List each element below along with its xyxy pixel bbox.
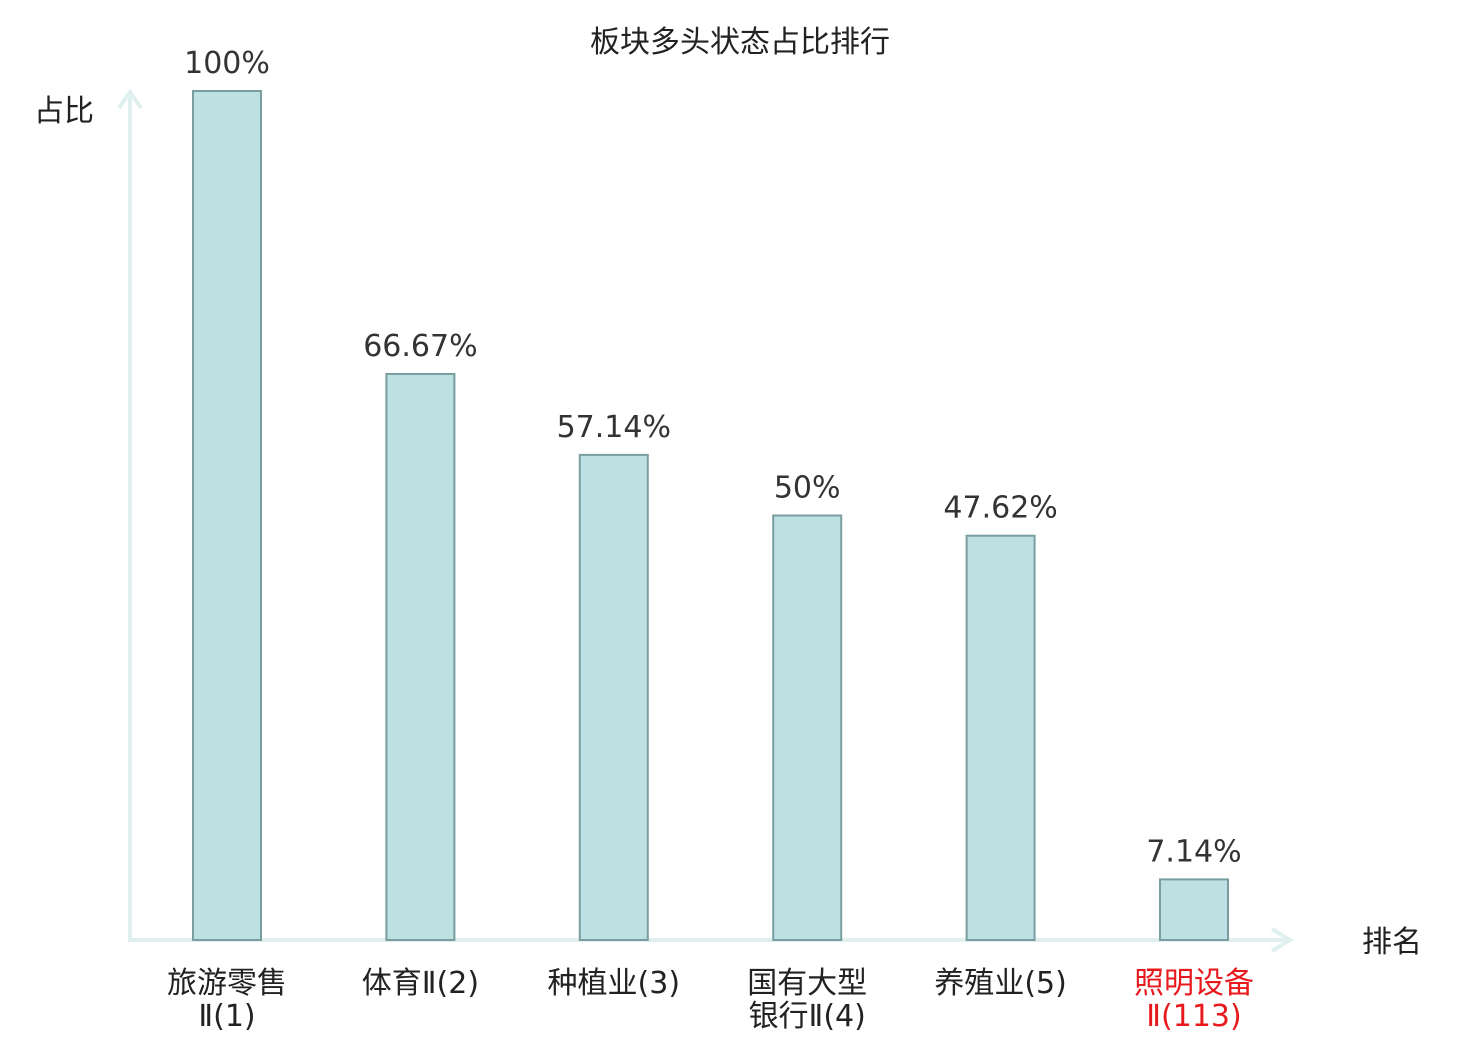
x-axis-arrow (1270, 927, 1294, 953)
category-labels: 旅游零售 Ⅱ(1) 体育Ⅱ(2) 种植业(3) 国有大型银行Ⅱ(4) 养殖业(5) 照明设备… (167, 966, 1254, 1034)
x-tick-label-line: 体育Ⅱ(2) (362, 966, 479, 1001)
data-label: 50% (774, 471, 841, 506)
x-tick-label: 照明设备 Ⅱ(113) (1134, 966, 1254, 1034)
x-tick-label: 种植业(3) (548, 966, 681, 1001)
x-tick-label-line: Ⅱ(1) (198, 999, 255, 1034)
x-tick-label: 养殖业(5) (934, 966, 1067, 1001)
x-tick-label-line: 养殖业(5) (934, 966, 1067, 1001)
data-label: 100% (184, 46, 270, 81)
y-axis-label: 占比 (34, 94, 94, 129)
bars (192, 90, 1229, 942)
x-axis-label: 排名 (1362, 925, 1422, 960)
bar (965, 534, 1036, 941)
x-tick-label-line: 国有大型 (747, 966, 867, 1001)
data-label: 7.14% (1146, 834, 1241, 869)
bar (1159, 878, 1229, 942)
y-axis-arrow (117, 88, 143, 110)
x-tick-label-line: 旅游零售 (167, 966, 287, 1001)
value-labels: 100% 66.67% 57.14% 50% 47.62% 7.14% (184, 46, 1242, 869)
x-tick-label: 国有大型银行Ⅱ(4) (747, 966, 867, 1034)
x-tick-label-line: Ⅱ(113) (1146, 999, 1241, 1034)
x-tick-label-line: 种植业(3) (548, 966, 681, 1001)
x-tick-label-line: 银行Ⅱ(4) (749, 999, 866, 1034)
chart-title: 板块多头状态占比排行 (590, 25, 890, 60)
bar (772, 514, 843, 941)
axes (117, 88, 1294, 953)
bar (385, 372, 456, 942)
data-label: 57.14% (557, 410, 671, 445)
data-label: 47.62% (943, 491, 1057, 526)
bar (192, 90, 262, 941)
data-label: 66.67% (363, 329, 477, 364)
x-tick-label: 旅游零售 Ⅱ(1) (167, 966, 287, 1034)
x-tick-label: 体育Ⅱ(2) (362, 966, 479, 1001)
x-tick-label-line: 照明设备 (1134, 966, 1254, 1001)
bar (578, 453, 649, 941)
